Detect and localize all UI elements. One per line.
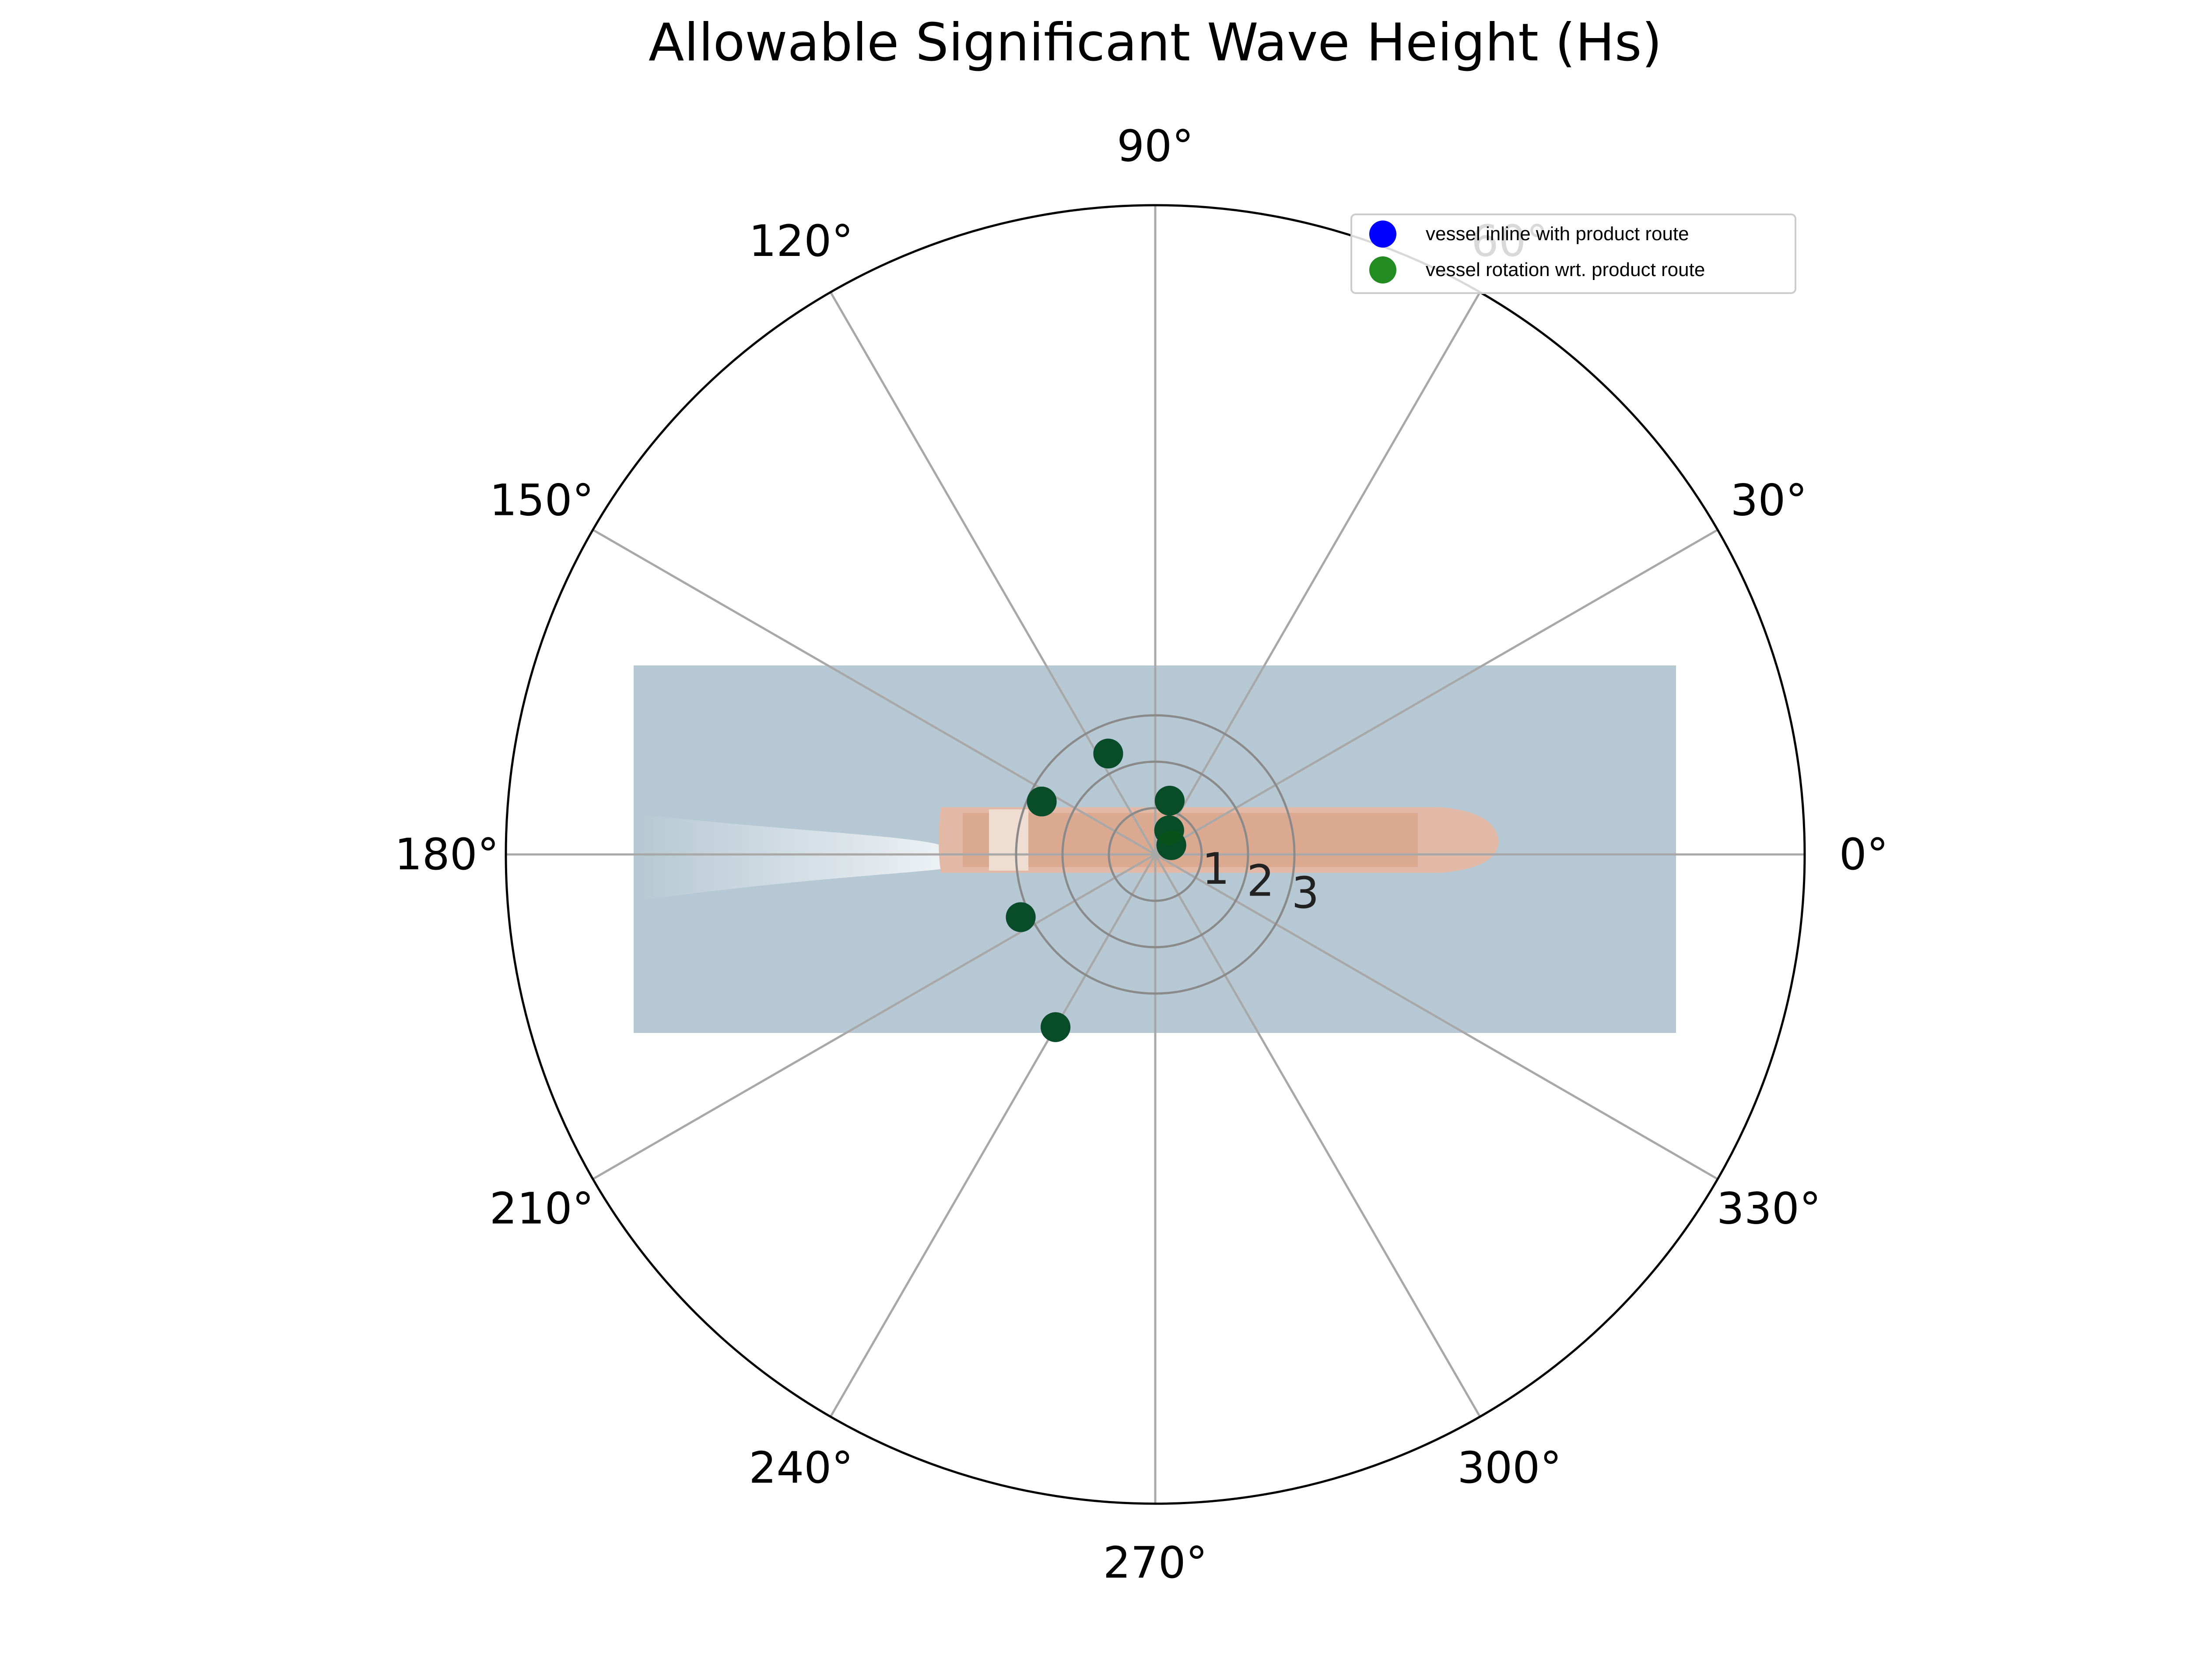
ship-wake	[634, 814, 945, 901]
theta-tick-label-0: 0°	[1839, 830, 1889, 880]
ship-containers	[963, 813, 1418, 867]
theta-gridline-240	[829, 854, 1157, 1418]
theta-tick-label-180: 180°	[395, 830, 499, 880]
r-gridline-1	[1108, 807, 1203, 902]
point-rotation-shade-5	[1041, 1012, 1071, 1042]
theta-gridline-60	[1154, 291, 1481, 855]
legend: vessel inline with product route vessel …	[1350, 214, 1796, 294]
theta-gridline-30	[1154, 528, 1718, 856]
theta-gridline-300	[1154, 854, 1481, 1418]
theta-tick-label-270: 270°	[1103, 1538, 1207, 1588]
point-rotation-shade-6	[1156, 830, 1186, 860]
theta-tick-label-90: 90°	[1117, 121, 1193, 172]
theta-tick-label-210: 210°	[490, 1184, 594, 1234]
theta-tick-label-330: 330°	[1717, 1184, 1821, 1234]
legend-label-rotation: vessel rotation wrt. product route	[1426, 259, 1705, 280]
point-rotation-shade-2	[1093, 738, 1123, 769]
point-rotation-shade-1	[1154, 786, 1185, 816]
legend-label-inline: vessel inline with product route	[1426, 223, 1689, 245]
theta-gridline-330	[1154, 853, 1718, 1180]
r-tick-label-3: 3	[1292, 868, 1319, 918]
theta-tick-label-300: 300°	[1457, 1443, 1561, 1493]
polar-frame	[505, 204, 1806, 1505]
legend-marker-inline	[1369, 220, 1396, 248]
point-rotation-shade-4	[1006, 902, 1036, 932]
r-tick-label-1: 1	[1202, 844, 1230, 894]
theta-gridline-150	[592, 528, 1156, 856]
angular-tick-labels: 0°30°60°90°120°150°180°210°240°270°300°3…	[395, 121, 1888, 1588]
polar-grid	[505, 204, 1806, 1505]
r-gridline-3	[1015, 714, 1296, 995]
theta-tick-label-240: 240°	[749, 1443, 853, 1493]
legend-frame	[1350, 214, 1796, 294]
r-tick-label-2: 2	[1247, 856, 1274, 906]
point-rotation-shade-3	[1027, 787, 1057, 817]
scatter-points	[1006, 738, 1186, 1042]
r-gridline-2	[1061, 760, 1249, 948]
theta-tick-label-120: 120°	[749, 216, 853, 266]
theta-tick-label-150: 150°	[490, 476, 594, 526]
chart-title: Allowable Significant Wave Height (Hs)	[649, 13, 1662, 73]
ship-bridge	[989, 809, 1028, 871]
legend-marker-rotation	[1369, 256, 1396, 284]
theta-gridline-210	[592, 853, 1156, 1180]
theta-tick-label-30: 30°	[1730, 476, 1807, 526]
